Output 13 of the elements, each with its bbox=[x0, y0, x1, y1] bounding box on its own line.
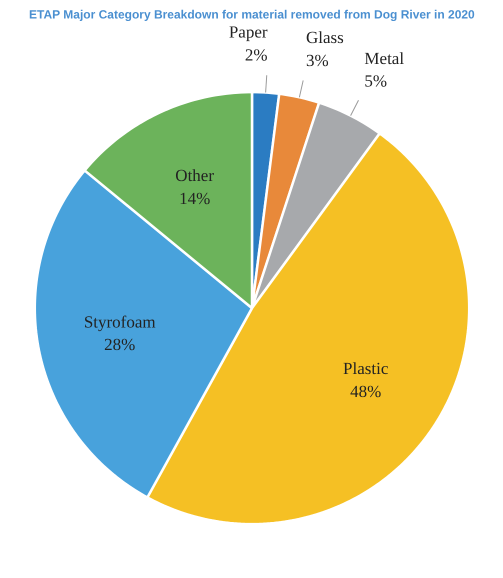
data-label: 28% bbox=[104, 335, 136, 354]
chart-title: ETAP Major Category Breakdown for material removed from Dog River in 2020 bbox=[29, 8, 476, 22]
slice-label: Metal bbox=[364, 48, 404, 68]
slice-label: Paper bbox=[228, 22, 268, 42]
slice-label: Glass bbox=[306, 28, 344, 48]
data-label: 2% bbox=[244, 46, 268, 64]
data-label: 48% bbox=[350, 382, 382, 401]
slice-label: Other bbox=[175, 166, 214, 186]
slice-label: Plastic bbox=[343, 359, 389, 378]
data-label: 3% bbox=[306, 50, 329, 70]
data-label: 5% bbox=[364, 72, 388, 91]
data-label: 14% bbox=[179, 188, 210, 208]
slice-label: Styrofoam bbox=[84, 312, 156, 332]
